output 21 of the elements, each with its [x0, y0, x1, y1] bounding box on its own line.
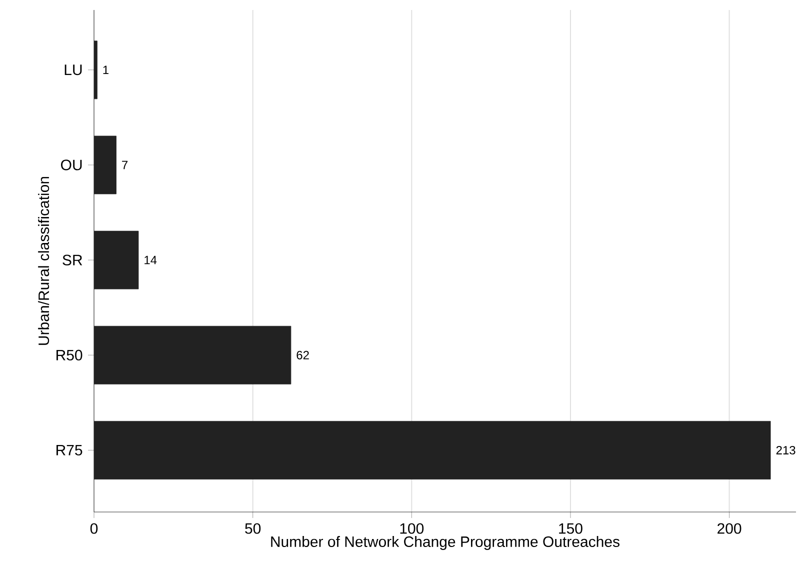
y-tick-label: R75: [56, 444, 82, 456]
bar: [94, 230, 139, 290]
data-label: 62: [296, 350, 309, 360]
x-tick-label: 200: [718, 523, 742, 534]
x-tick-label: 100: [400, 523, 424, 534]
data-label: 14: [144, 256, 157, 264]
x-tick-label: 50: [245, 523, 261, 534]
x-axis-title: Number of Network Change Programme Outreaches: [271, 536, 620, 550]
y-tick-label: SR: [62, 254, 82, 266]
data-label: 213: [776, 446, 796, 454]
y-tick-label: R50: [56, 350, 82, 360]
bar: [94, 420, 771, 480]
y-tick-label: LU: [64, 64, 82, 76]
y-tick-label: OU: [61, 160, 82, 170]
bar: [94, 136, 116, 194]
x-tick-label: 150: [559, 523, 582, 534]
data-label: 1: [103, 66, 108, 74]
x-tick-label: 0: [90, 523, 98, 534]
data-label: 7: [122, 160, 128, 170]
y-axis-title: Urban/Rural classification: [38, 176, 50, 345]
bar: [94, 326, 292, 384]
